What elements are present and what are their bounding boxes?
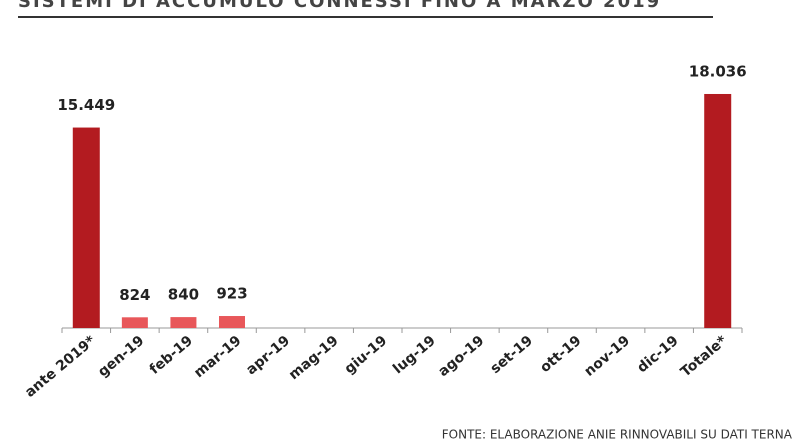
data-label: 18.036: [689, 62, 747, 80]
x-tick-label: giu-19: [342, 333, 391, 377]
x-tick-label: dic-19: [634, 333, 681, 376]
x-tick-label: feb-19: [147, 333, 196, 378]
bar: [219, 316, 245, 328]
bar: [121, 317, 148, 328]
x-tick-label: nov-19: [581, 333, 633, 380]
bar: [704, 93, 732, 328]
data-label: 840: [168, 286, 199, 304]
data-label: 824: [119, 286, 150, 304]
chart-title: SISTEMI DI ACCUMULO CONNESSI FINO A MARZ…: [18, 0, 661, 12]
x-tick-label: set-19: [488, 333, 536, 377]
data-label: 15.449: [57, 96, 115, 114]
x-tick-label: mag-19: [286, 333, 342, 383]
source-note: FONTE: ELABORAZIONE ANIE RINNOVABILI SU …: [442, 428, 793, 442]
x-tick-label: mar-19: [191, 333, 244, 381]
x-tick-label: ott-19: [537, 333, 584, 376]
x-tick-label: ago-19: [435, 333, 487, 380]
x-tick-label: lug-19: [390, 333, 439, 377]
x-tick-label: Totale*: [678, 332, 731, 380]
data-label: 923: [216, 285, 247, 303]
bar: [170, 317, 197, 328]
x-tick-label: ante 2019*: [22, 332, 99, 400]
bar: [72, 127, 100, 328]
x-tick-label: gen-19: [95, 333, 147, 380]
